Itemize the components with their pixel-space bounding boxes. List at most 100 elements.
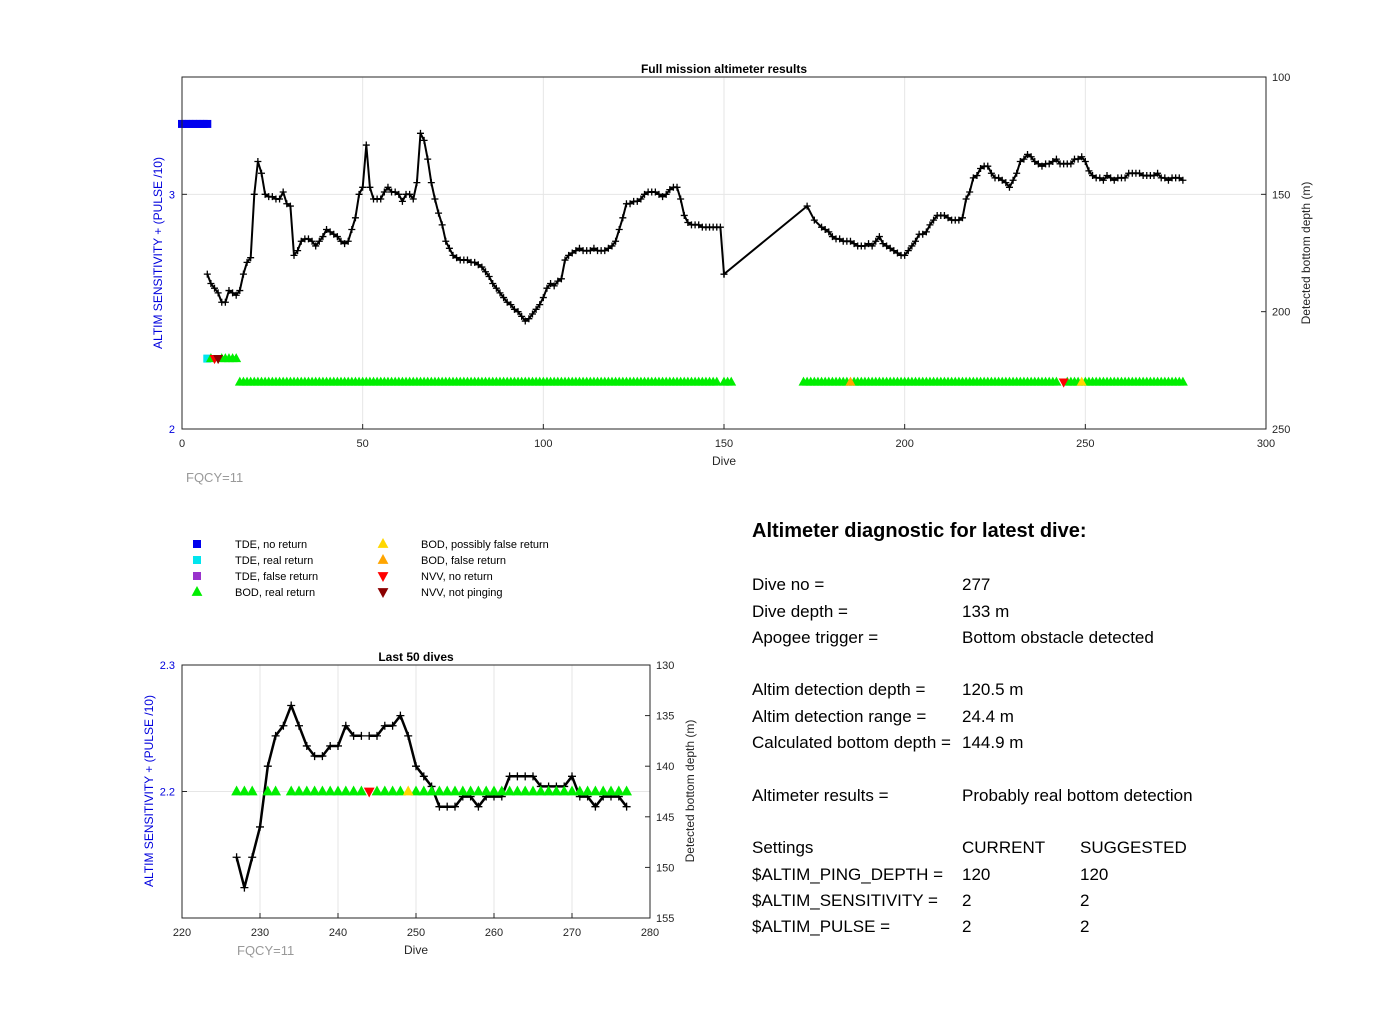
depth-point — [286, 202, 294, 210]
depth-point — [349, 731, 358, 740]
bod-real-return-marker — [246, 785, 258, 796]
depth-point — [529, 772, 537, 781]
depth-point — [1002, 179, 1010, 187]
depth-point — [1150, 172, 1158, 180]
depth-point — [427, 179, 435, 187]
depth-point — [505, 772, 514, 781]
zoom-chart: 220 230 240 250 260 270 280 2.3 2.2 130 135 140 145 1… — [142, 650, 697, 958]
depth-point — [1049, 157, 1057, 165]
depth-point — [304, 235, 312, 243]
depth-point — [1067, 160, 1075, 168]
depth-point — [359, 183, 367, 191]
depth-point — [962, 195, 970, 203]
bod-real-return-marker — [410, 785, 422, 796]
depth-point — [521, 772, 530, 781]
depth-point — [435, 802, 444, 811]
depth-point — [821, 226, 829, 234]
depth-point — [565, 251, 573, 259]
depth-point — [435, 209, 443, 217]
bod-real-return-marker — [613, 785, 625, 796]
depth-point — [445, 244, 453, 252]
depth-point — [1074, 155, 1082, 163]
depth-point — [279, 721, 288, 730]
depth-point — [203, 270, 211, 278]
depth-point — [1089, 172, 1097, 180]
sensitivity-current: 2 — [962, 890, 972, 910]
y-left-tick-label: 3 — [169, 189, 175, 201]
bod-real-return-marker — [317, 785, 328, 796]
main-y-left-axis-label: ALTIM SENSITIVITY + (PULSE /10) — [151, 157, 165, 349]
settings-label: Settings — [752, 838, 814, 858]
depth-point — [922, 228, 930, 236]
main-x-axis-label: Dive — [712, 454, 736, 468]
pulse-suggested: 2 — [1080, 917, 1090, 937]
main-chart: 0 50 100 150 200 250 300 2 3 100 150 200 250 Full mi… — [151, 62, 1313, 485]
depth-point — [334, 741, 342, 750]
nvv-not-pinging-marker — [213, 355, 224, 365]
depth-point — [1096, 174, 1104, 182]
depth-point — [420, 136, 428, 144]
bod-real-return-marker — [480, 785, 492, 796]
depth-point — [248, 853, 257, 862]
bod-real-return-marker — [371, 785, 383, 796]
bod-real-return-marker — [348, 785, 359, 796]
y-right-tick-label: 200 — [1272, 307, 1290, 319]
depth-point — [319, 233, 327, 241]
zoom-x-axis-label: Dive — [404, 943, 428, 957]
bod-possibly-false-return-marker — [1076, 376, 1087, 386]
depth-point — [955, 216, 963, 224]
depth-point — [608, 242, 616, 250]
depth-point — [268, 193, 276, 201]
legend-marker-bod-possibly-false-return — [377, 538, 389, 548]
depth-point — [438, 221, 446, 229]
depth-point — [377, 195, 385, 203]
calc-depth-label: Calculated bottom depth = — [752, 733, 951, 753]
sensitivity-suggested: 2 — [1080, 890, 1090, 910]
depth-point — [341, 721, 350, 730]
depth-point — [680, 211, 688, 219]
dive-no-label: Dive no = — [752, 575, 825, 595]
depth-point — [513, 772, 522, 781]
bod-real-return-marker — [574, 785, 586, 796]
depth-point — [333, 233, 341, 241]
depth-point — [341, 240, 349, 248]
depth-point — [384, 183, 392, 191]
depth-point — [232, 853, 241, 862]
bod-real-return-marker — [309, 785, 320, 796]
legend-label: NVV, no return — [421, 571, 493, 583]
depth-point — [326, 228, 334, 236]
depth-point — [575, 244, 583, 252]
bod-real-return-marker — [356, 785, 367, 796]
spacer — [752, 651, 1392, 677]
zoom-fqcy-label: FQCY=11 — [237, 943, 294, 958]
bod-real-return-marker — [231, 785, 242, 796]
y-right-tick-label: 140 — [656, 761, 674, 773]
depth-point — [398, 197, 406, 205]
diagnostic-panel: Altimeter diagnostic for latest dive: Di… — [752, 518, 1392, 940]
depth-point — [1016, 157, 1024, 165]
bod-real-return-marker — [621, 785, 632, 796]
bod-real-return-marker — [426, 785, 437, 796]
depth-point — [879, 240, 887, 248]
bod-real-return-marker — [512, 785, 523, 796]
y-left-tick-label: 2.3 — [160, 660, 175, 672]
depth-point — [591, 802, 600, 811]
dive-depth-label: Dive depth = — [752, 601, 848, 621]
depth-point — [720, 270, 728, 278]
depth-point — [355, 190, 363, 198]
depth-point — [875, 233, 883, 241]
depth-point — [391, 188, 399, 196]
x-tick-label: 250 — [1076, 438, 1094, 450]
depth-point — [1009, 176, 1017, 184]
dive-depth-value: 133 m — [962, 601, 1010, 621]
bod-real-return-marker — [726, 376, 737, 386]
depth-point — [1081, 157, 1089, 165]
depth-point — [586, 247, 594, 255]
legend-label: TDE, no return — [235, 539, 307, 551]
bod-real-return-marker — [449, 785, 461, 796]
depth-point — [619, 214, 627, 222]
depth-point — [257, 169, 265, 177]
current-header: CURRENT — [962, 838, 1046, 858]
depth-point — [601, 247, 609, 255]
